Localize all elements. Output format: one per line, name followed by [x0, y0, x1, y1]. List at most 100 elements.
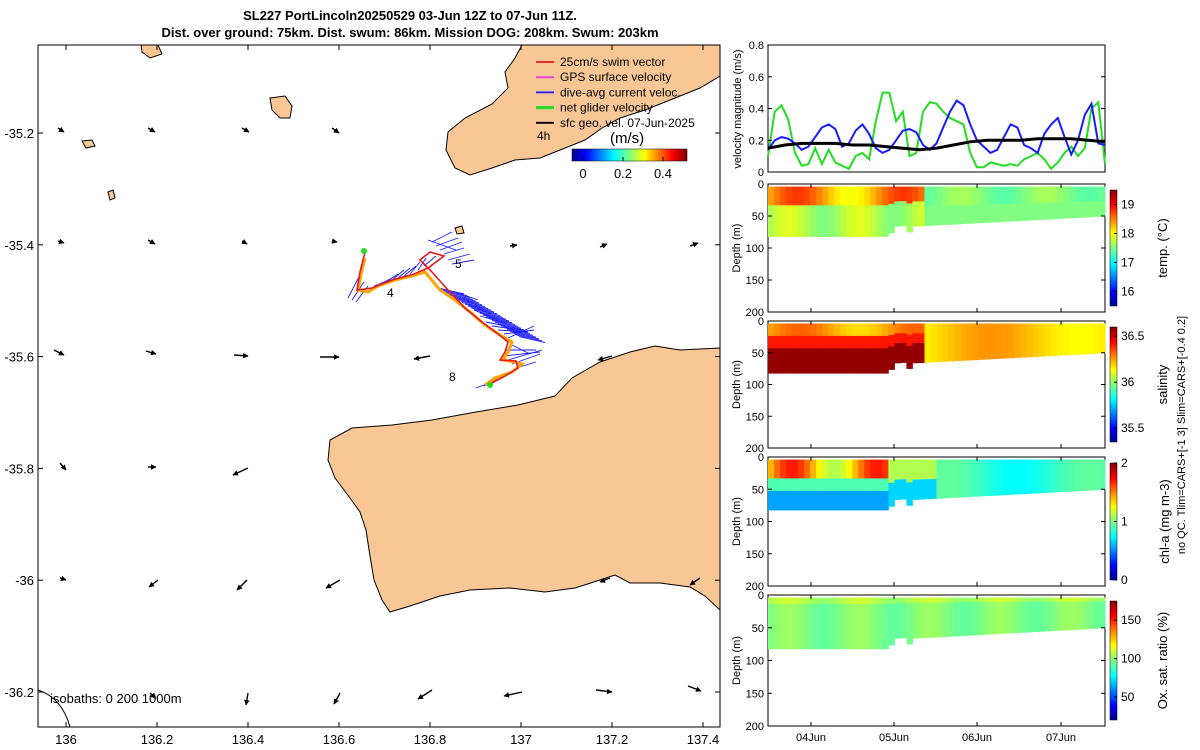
section-cell [792, 230, 799, 237]
section-cell [1074, 209, 1082, 215]
section-cell [858, 348, 865, 355]
section-cell [1020, 614, 1028, 620]
section-cell [984, 350, 992, 355]
section-cell [894, 489, 901, 495]
section-cell [1008, 489, 1016, 495]
section-cell [1062, 206, 1070, 211]
section-cell [816, 348, 823, 355]
section-cell [792, 491, 799, 498]
section-cell [906, 482, 913, 489]
map-panel: 136 136.2 136.4 136.6 136.8 137 137.2 137.4 -35… [4, 44, 721, 747]
section-cell [882, 342, 889, 349]
section-colorbar [1109, 326, 1118, 443]
section-cell [888, 609, 895, 616]
section-cell [858, 186, 865, 194]
section-cell [882, 230, 889, 237]
section-cell [1044, 488, 1052, 493]
current-vector [509, 343, 531, 355]
section-cell [1038, 610, 1046, 615]
section-cell [1014, 199, 1022, 205]
section-cell [804, 642, 811, 650]
section-cell [768, 503, 775, 511]
section-cell [786, 348, 793, 355]
section-cell [900, 196, 907, 202]
section-cell [960, 492, 968, 498]
colorbar-tick-label: 0 [579, 166, 586, 181]
section-cell [1050, 601, 1058, 607]
section-cell [924, 342, 931, 349]
section-cell [936, 215, 943, 221]
section-cell [966, 323, 974, 329]
section-cell [780, 224, 787, 231]
section-cell [840, 491, 847, 498]
section-cell [942, 473, 949, 480]
section-cell [858, 465, 865, 473]
section-cell [924, 617, 931, 623]
section-cell [882, 329, 889, 337]
section-cell [960, 218, 968, 224]
section-cell [1014, 203, 1022, 209]
section-cell [1080, 482, 1088, 488]
section-cell [924, 597, 931, 604]
section-cell [948, 478, 955, 484]
section-cell [996, 208, 1004, 214]
section-cell [792, 354, 799, 362]
qc-side-note: no QC. Tlim=CARS+[-1 3] Slim=CARS+[-0.4 … [1176, 316, 1188, 554]
section-cell [1050, 339, 1058, 344]
section-cell [834, 604, 841, 611]
section-cell [906, 340, 913, 347]
section-cell [852, 366, 859, 374]
section-cell [888, 358, 895, 365]
section-cell [786, 224, 793, 231]
section-cell [930, 493, 937, 499]
section-cell [1008, 468, 1016, 473]
section-cell [1062, 475, 1070, 480]
section-cell [864, 497, 871, 505]
section-y-tick-label: 200 [746, 721, 764, 733]
section-cell [792, 604, 799, 611]
section-cell [828, 623, 835, 631]
section-cell [882, 484, 889, 492]
section-cell [792, 217, 799, 225]
section-cell [876, 224, 883, 231]
section-cell [990, 468, 998, 474]
section-cell [1062, 214, 1070, 219]
section-cell [948, 607, 955, 613]
section-cell [768, 217, 775, 225]
section-cell [1032, 627, 1040, 632]
section-cell [906, 323, 913, 330]
section-cell [996, 459, 1004, 465]
section-cell [1093, 186, 1100, 191]
section-cell [864, 604, 871, 611]
section-cell [936, 186, 943, 192]
section-cell [834, 335, 841, 343]
section-cell [846, 597, 853, 605]
section-cell [978, 345, 986, 351]
section-cell [888, 329, 895, 336]
section-cell [774, 323, 781, 331]
section-cell [1020, 476, 1028, 482]
map-y-tick-label: -35.8 [4, 461, 34, 476]
section-cell [882, 348, 889, 355]
section-cell [822, 211, 829, 219]
section-cell [846, 503, 853, 511]
section-cell [1008, 190, 1016, 196]
section-cell [954, 478, 962, 484]
section-cell [954, 459, 962, 465]
section-cell [1093, 323, 1100, 328]
section-cell [978, 354, 986, 360]
section-cell [1038, 484, 1046, 489]
section-cell [780, 323, 787, 331]
section-cell [1032, 215, 1040, 221]
section-cell [942, 323, 949, 329]
section-cell [894, 474, 901, 480]
section-cell [930, 464, 937, 470]
section-cell [924, 328, 931, 334]
section-cell [930, 483, 937, 490]
section-cell [1014, 348, 1022, 354]
section-cell [804, 230, 811, 237]
section-cell [1020, 331, 1028, 337]
section-cell [894, 191, 901, 197]
section-cell [990, 629, 998, 635]
section-cell [1008, 323, 1016, 329]
